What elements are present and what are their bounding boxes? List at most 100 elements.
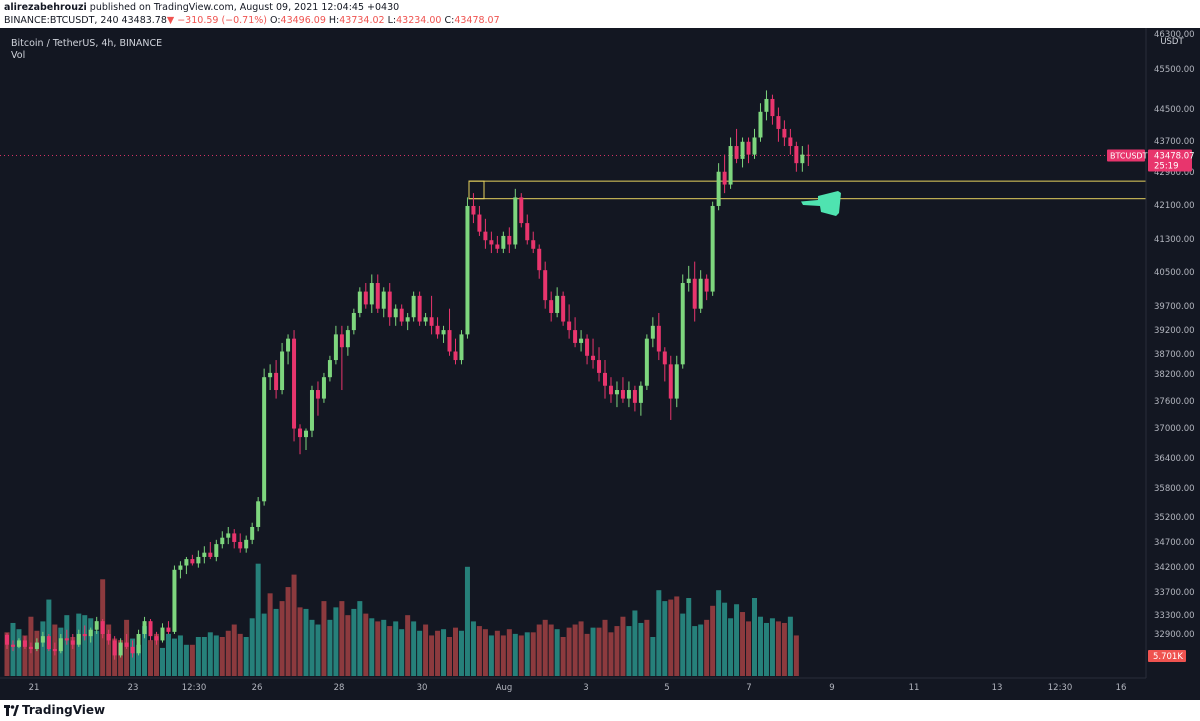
candle-body	[579, 338, 584, 343]
footer-bar: TradingView	[0, 700, 1200, 721]
time-tick-label: 11	[909, 683, 920, 693]
volume-bar	[680, 613, 686, 676]
candle-body	[405, 317, 410, 322]
arrow-annotation-icon	[801, 191, 841, 216]
candle-body	[435, 325, 440, 335]
volume-bar	[177, 635, 183, 676]
candle-body	[519, 197, 524, 224]
candle-body	[597, 360, 602, 373]
chart-area[interactable]: USDT 46300.00 45500.00 44500.00 43700.00 4290…	[0, 28, 1200, 700]
volume-bar	[560, 637, 566, 676]
candle-body	[668, 364, 673, 399]
candle-body	[82, 634, 87, 637]
candle-body	[88, 629, 93, 637]
candle-body	[471, 205, 476, 215]
volume-bar	[315, 624, 321, 676]
candle-body	[112, 640, 117, 656]
volume-bar	[441, 629, 447, 676]
candle-body	[495, 244, 500, 249]
candle-body	[650, 325, 655, 339]
volume-bar	[746, 621, 752, 676]
volume-bar	[734, 604, 740, 676]
candle-body	[513, 197, 518, 245]
candle-body	[262, 377, 267, 502]
price-tick-label: 34200.00	[1154, 563, 1195, 573]
candle-body	[704, 278, 709, 292]
candle-body	[142, 621, 147, 634]
volume-bar	[500, 635, 506, 676]
brand-name[interactable]: TradingView	[22, 703, 106, 717]
volume-bar	[219, 637, 225, 676]
candle-body	[638, 385, 643, 403]
legend-vol[interactable]: Vol	[11, 50, 26, 61]
volume-bar	[506, 629, 512, 676]
volume-bar	[411, 621, 417, 676]
candle-body	[202, 552, 207, 557]
volume-bar	[614, 626, 620, 676]
candle-body	[351, 312, 356, 331]
countdown-value: 25:19	[1154, 162, 1179, 172]
candle-body	[656, 325, 661, 352]
candle-body	[429, 317, 434, 326]
candle-body	[626, 390, 631, 399]
volume-bar	[195, 637, 201, 676]
author-name[interactable]: alirezabehrouzi	[4, 2, 87, 13]
candle-body	[555, 295, 560, 313]
volume-bar	[94, 630, 100, 676]
volume-bar	[261, 613, 267, 676]
candle-body	[441, 330, 446, 335]
candle-body	[591, 355, 596, 361]
candles	[5, 90, 811, 660]
volume-bar	[530, 632, 536, 676]
symbol-info: BINANCE:BTCUSDT, 240 43483.78	[4, 15, 167, 26]
volume-bar	[464, 566, 470, 676]
candle-body	[710, 205, 715, 292]
volume-bar	[662, 601, 668, 676]
ohlc-open: 43496.09	[280, 15, 326, 26]
ohlc-open-label: O:	[270, 15, 281, 26]
volume-bar	[417, 630, 423, 676]
volume-bar	[656, 590, 662, 676]
candle-body	[716, 171, 721, 206]
price-tick-label: 43700.00	[1154, 137, 1195, 147]
candle-body	[70, 640, 75, 645]
volume-bar	[668, 599, 674, 676]
volume-bar	[763, 622, 769, 676]
volume-bar	[447, 637, 453, 676]
candle-body	[543, 270, 548, 301]
time-axis[interactable]: 21 23 12:30 26 28 30 Aug 3 5 7 9 11 13 12:30 16	[0, 677, 1146, 693]
volume-bar	[142, 626, 148, 676]
legend-pair[interactable]: Bitcoin / TetherUS, 4h, BINANCE	[11, 38, 163, 49]
volume-bar	[793, 635, 799, 676]
candle-body	[196, 556, 201, 564]
time-tick-label: 7	[746, 683, 751, 693]
candle-body	[357, 291, 362, 313]
volume-bar	[136, 644, 142, 676]
candle-body	[537, 248, 542, 271]
volume-bars	[4, 563, 799, 676]
candle-body	[614, 390, 619, 395]
candle-body	[178, 565, 183, 570]
candle-body	[788, 137, 793, 147]
time-tick-label: 30	[417, 683, 428, 693]
candle-body	[411, 295, 416, 318]
time-tick-label: 12:30	[182, 683, 207, 693]
time-tick-label: 3	[583, 683, 588, 693]
candle-body	[764, 98, 769, 112]
candle-body	[10, 644, 15, 647]
candle-body	[800, 154, 805, 164]
candle-body	[208, 552, 213, 557]
volume-bar	[548, 624, 554, 676]
volume-bar	[524, 632, 530, 676]
volume-bar	[309, 619, 315, 676]
candle-body	[507, 235, 512, 245]
ohlc-low-label: L:	[384, 15, 397, 26]
candle-body	[250, 526, 255, 540]
volume-bar	[237, 633, 243, 676]
volume-bar	[357, 601, 363, 676]
volume-bar	[626, 626, 632, 676]
price-axis-unit: USDT	[1160, 37, 1184, 47]
price-tick-label: 46300.00	[1154, 30, 1195, 40]
